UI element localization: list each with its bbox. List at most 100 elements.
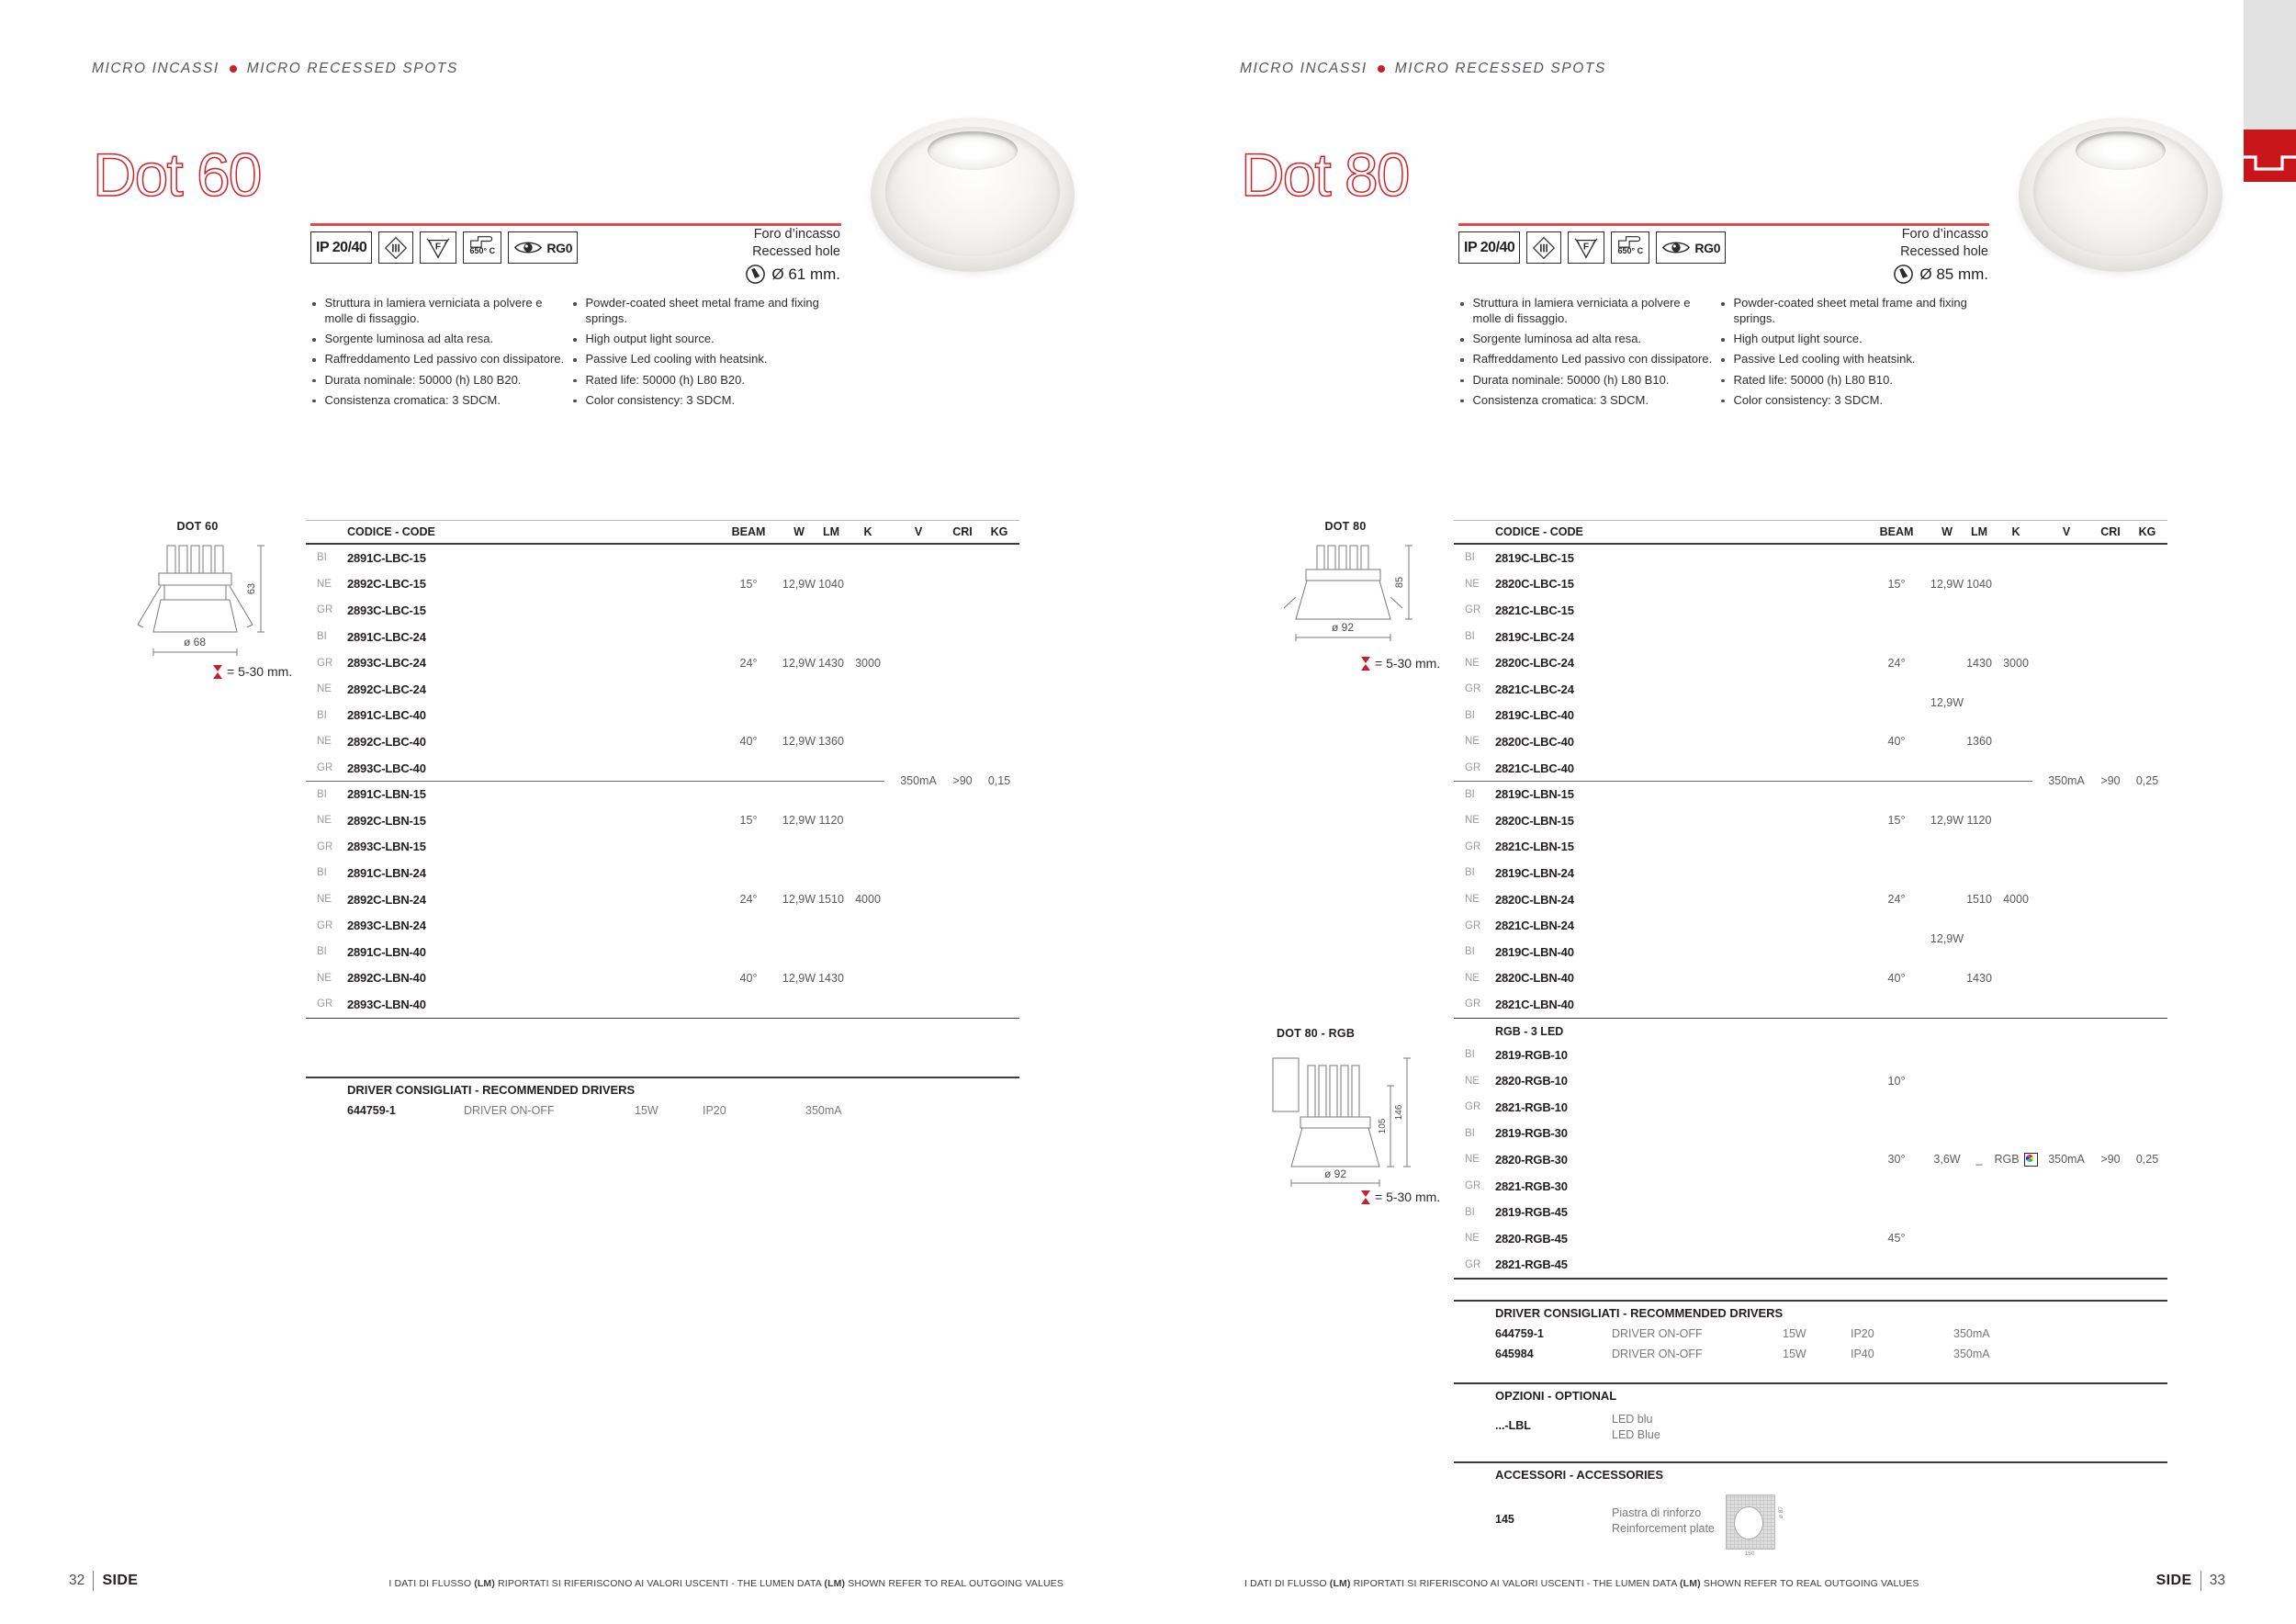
lm-value: 1430 bbox=[1966, 656, 1992, 670]
category-header: MICRO INCASSI MICRO RECESSED SPOTS bbox=[1240, 61, 1606, 77]
finish-cell: GR bbox=[1465, 1258, 1481, 1270]
code-cell: 2820C-LBC-24 bbox=[1495, 656, 1574, 671]
column-header-beam: BEAM bbox=[731, 525, 766, 538]
ip-rating-badge: IP 20/40 bbox=[310, 231, 373, 264]
table-row: GR 2893C-LBC-40 bbox=[306, 755, 1019, 782]
v-value: 350mA bbox=[2048, 1153, 2085, 1167]
feature-line: High output light source. bbox=[585, 332, 715, 346]
lm-cell: _ bbox=[1952, 1146, 2007, 1173]
v-cell: 350mA bbox=[2039, 1146, 2094, 1173]
w-value: 12,9W bbox=[1930, 814, 1964, 828]
accessory-code: 145 bbox=[1495, 1513, 1514, 1526]
k-cell: 3000 bbox=[840, 649, 895, 676]
bullet-icon bbox=[312, 378, 316, 383]
code-cell: 2820C-LBN-40 bbox=[1495, 971, 1574, 986]
v-value: 350mA bbox=[2048, 774, 2085, 788]
table-row: NE 2892C-LBC-15 15° 12,9W 1040 bbox=[306, 571, 1019, 598]
k-value: RGB bbox=[1994, 1153, 2020, 1167]
code-cell: 2821C-LBN-24 bbox=[1495, 919, 1574, 933]
finish-cell: BI bbox=[317, 709, 327, 721]
recessed-hole-diameter: Ø 61 mm. bbox=[634, 264, 840, 285]
dot80-rgb-diagram: 105 146 ø 92 bbox=[1266, 1049, 1422, 1196]
feature-text: Powder-coated sheet metal frame and fixi… bbox=[586, 296, 819, 327]
drill-icon bbox=[1894, 265, 1914, 284]
code-cell: 2820C-LBC-15 bbox=[1495, 577, 1574, 592]
driver-current: 350mA bbox=[1953, 1347, 1990, 1360]
kg-value: 0,25 bbox=[2135, 1153, 2159, 1167]
table-row: GR 2821C-LBC-24 bbox=[1454, 676, 2167, 703]
table-row: NE 2892C-LBC-24 bbox=[306, 676, 1019, 703]
bullet-icon bbox=[1460, 358, 1464, 362]
finish-cell: BI bbox=[1465, 631, 1475, 643]
finish-cell: NE bbox=[1465, 815, 1480, 827]
options-heading: OPZIONI - OPTIONAL bbox=[1495, 1389, 1617, 1403]
column-header-k: K bbox=[863, 525, 872, 538]
section-rule bbox=[1454, 1300, 2167, 1302]
features-italian: Struttura in lamiera verniciata a polver… bbox=[312, 296, 564, 413]
beam-value: 24° bbox=[739, 893, 758, 907]
eye-icon bbox=[1662, 242, 1691, 254]
w-cell: 12,9W bbox=[771, 886, 827, 913]
code-cell: 2821C-LBC-40 bbox=[1495, 761, 1574, 775]
code-cell: 2893C-LBN-24 bbox=[347, 919, 426, 933]
feature-text: Passive Led cooling with heatsink. bbox=[586, 352, 768, 367]
option-desc-en: LED Blue bbox=[1612, 1428, 1660, 1441]
feature-item: Color consistency: 3 SDCM. bbox=[1721, 393, 1967, 409]
beam-value: 40° bbox=[739, 735, 758, 749]
ip-rating-label: IP 20/40 bbox=[316, 239, 367, 255]
certification-icons: IP 20/40 F 650° C RG0 bbox=[310, 231, 579, 264]
beam-cell: 15° bbox=[1869, 807, 1924, 834]
feature-item: Raffreddamento Led passivo con dissipato… bbox=[1460, 352, 1712, 367]
table-row: NE 2820C-LBN-15 15° 12,9W 1120 bbox=[1454, 807, 2167, 834]
table-row: GR 2821C-LBN-24 bbox=[1454, 912, 2167, 939]
finish-cell: NE bbox=[1465, 1154, 1480, 1166]
beam-cell: 15° bbox=[1869, 571, 1924, 598]
eye-icon bbox=[514, 242, 543, 254]
recessed-hole-it: Foro d’incasso bbox=[753, 227, 840, 242]
cri-value: >90 bbox=[2100, 774, 2121, 788]
feature-item: Color consistency: 3 SDCM. bbox=[573, 393, 819, 409]
category-en: MICRO RECESSED SPOTS bbox=[246, 61, 458, 76]
bullet-icon bbox=[312, 302, 316, 306]
product-title: Dot 80 bbox=[1240, 140, 1411, 209]
cri-value: >90 bbox=[2100, 1153, 2121, 1167]
column-header-k: K bbox=[2011, 525, 2020, 538]
beam-value: 45° bbox=[1887, 1232, 1906, 1246]
adjust-arrows-icon bbox=[213, 664, 222, 679]
finish-cell: GR bbox=[317, 657, 333, 669]
feature-text: Sorgente luminosa ad alta resa. bbox=[1473, 332, 1642, 347]
driver-code: 644759-1 bbox=[347, 1104, 396, 1117]
lm-value: _ bbox=[1975, 1153, 1983, 1167]
lm-cell: 1360 bbox=[804, 728, 859, 755]
finish-cell: NE bbox=[317, 894, 332, 906]
code-cell: 2819C-LBN-40 bbox=[1495, 944, 1574, 959]
driver-type: DRIVER ON-OFF bbox=[1612, 1347, 1703, 1360]
finish-cell: BI bbox=[1465, 867, 1475, 879]
column-header-code: CODICE - CODE bbox=[347, 525, 435, 538]
table-row: BI 2891C-LBN-40 bbox=[306, 939, 1019, 965]
category-dot-icon bbox=[229, 65, 237, 73]
bullet-icon bbox=[312, 338, 316, 342]
features-italian: Struttura in lamiera verniciata a polver… bbox=[1460, 296, 1712, 413]
code-cell: 2819C-LBN-24 bbox=[1495, 865, 1574, 880]
lm-value: 1430 bbox=[1966, 971, 1992, 985]
finish-cell: GR bbox=[317, 919, 333, 931]
lm-cell: 1510 bbox=[1952, 886, 2007, 913]
kg-cell: 0,25 bbox=[2120, 768, 2175, 795]
lm-cell: 1430 bbox=[804, 965, 859, 992]
photo-aperture bbox=[2076, 131, 2166, 171]
lm-value: 1040 bbox=[1966, 577, 1992, 591]
k-cell: RGB bbox=[1988, 1146, 2043, 1173]
code-cell: 2819-RGB-45 bbox=[1495, 1205, 1568, 1220]
table-row: GR 2893C-LBC-15 bbox=[306, 597, 1019, 624]
bullet-icon bbox=[312, 358, 316, 362]
code-cell: 2821C-LBN-15 bbox=[1495, 840, 1574, 854]
hole-diameter-value: Ø 61 mm. bbox=[771, 265, 840, 283]
feature-line: Passive Led cooling with heatsink. bbox=[1733, 352, 1916, 367]
table-row: GR 2821C-LBN-40 bbox=[1454, 991, 2167, 1018]
feature-text: Durata nominale: 50000 (h) L80 B10. bbox=[1473, 373, 1670, 389]
code-cell: 2821C-LBC-15 bbox=[1495, 603, 1574, 617]
feature-line: Durata nominale: 50000 (h) L80 B10. bbox=[1472, 372, 1670, 387]
w-cell: 12,9W bbox=[771, 571, 827, 598]
recessed-hole-en: Recessed hole bbox=[1900, 243, 1988, 259]
